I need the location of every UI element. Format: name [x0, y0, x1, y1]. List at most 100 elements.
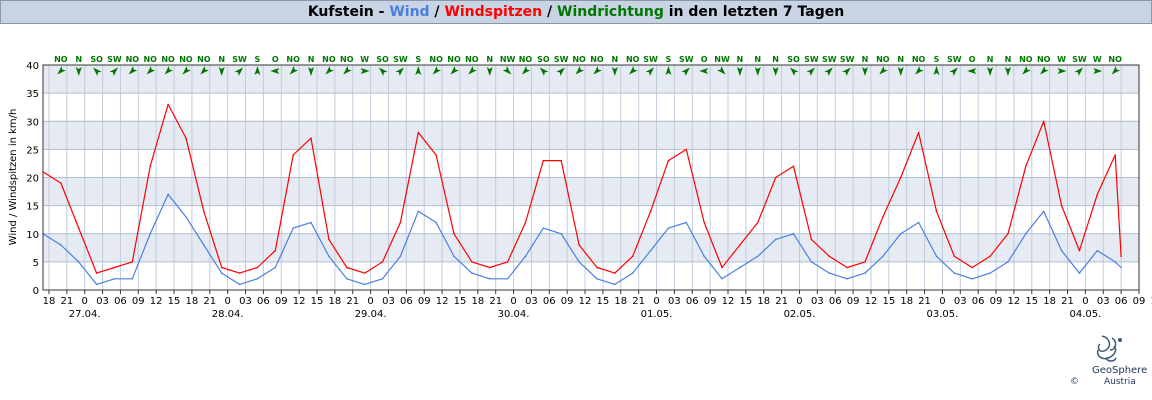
title-direction: Windrichtung [557, 4, 664, 20]
point-0-23 [453, 232, 455, 235]
x-tick-42: 0 [796, 296, 802, 307]
direction-arrow-6 [164, 66, 174, 75]
point-1-33 [631, 272, 634, 274]
point-1-39 [739, 266, 741, 269]
direction-arrow-26 [521, 66, 531, 75]
series-lines [42, 103, 1122, 286]
x-tick-50: 0 [939, 296, 945, 307]
point-0-52 [971, 266, 974, 269]
point-0-15 [310, 137, 312, 139]
point-0-22 [435, 154, 437, 156]
direction-label-37: NW [714, 55, 730, 64]
y-tick-6: 30 [26, 117, 39, 128]
point-1-35 [667, 227, 670, 229]
direction-label-46: NO [876, 55, 890, 64]
point-0-26 [506, 261, 509, 263]
x-tick-7: 15 [168, 296, 181, 307]
x-tick-33: 21 [632, 296, 645, 307]
x-tick-58: 0 [1082, 296, 1088, 307]
direction-label-48: NO [912, 55, 926, 64]
x-tick-62: 12 [1151, 296, 1152, 307]
x-tick-45: 09 [847, 296, 860, 307]
point-1-28 [542, 227, 545, 229]
title-part-1: Kufstein - [307, 4, 390, 20]
x-tick-3: 03 [96, 296, 109, 307]
point-0-3 [95, 272, 98, 274]
point-0-11 [238, 272, 241, 274]
point-1-3 [95, 283, 98, 286]
point-1-26 [506, 277, 509, 280]
point-0-34 [649, 210, 652, 213]
direction-label-33: SW [643, 55, 658, 64]
point-0-38 [721, 266, 723, 269]
point-1-59 [1096, 249, 1099, 252]
direction-arrow-42 [806, 67, 815, 76]
point-0-51 [953, 255, 956, 258]
direction-arrow-56 [1057, 68, 1067, 74]
x-tick-30: 12 [579, 296, 592, 307]
x-tick-2: 0 [82, 296, 88, 307]
direction-arrow-1 [75, 67, 82, 76]
point-1-45 [846, 277, 848, 280]
date-label-0: 27.04. [69, 309, 101, 320]
direction-arrow-5 [146, 66, 156, 75]
point-1-10 [220, 272, 223, 274]
point-1-31 [596, 277, 598, 280]
point-0-25 [488, 266, 491, 269]
point-0-6 [149, 165, 152, 168]
point-1-36 [685, 221, 688, 224]
x-tick-46: 12 [865, 296, 878, 307]
y-tick-3: 15 [26, 202, 39, 213]
x-tick-27: 03 [525, 296, 538, 307]
point-0-4 [113, 266, 116, 269]
direction-label-57: SW [1072, 55, 1087, 64]
direction-arrow-33 [645, 67, 655, 76]
point-0-49 [917, 131, 920, 134]
point-0-21 [417, 131, 420, 134]
direction-label-7: NO [179, 55, 193, 64]
point-0-40 [756, 221, 759, 224]
direction-label-50: SW [947, 55, 962, 64]
x-tick-35: 03 [668, 296, 681, 307]
series-line-1 [42, 193, 1122, 285]
direction-label-45: N [862, 55, 869, 64]
x-tick-0: 18 [43, 296, 56, 307]
point-1-34 [649, 249, 652, 252]
direction-arrow-30 [593, 66, 602, 75]
point-0-58 [1078, 249, 1081, 252]
point-1-61 [1120, 266, 1122, 269]
point-0-37 [703, 221, 705, 224]
x-tick-26: 0 [510, 296, 516, 307]
plot-frame [42, 64, 1140, 291]
x-tick-24: 18 [471, 296, 484, 307]
point-1-29 [560, 232, 563, 235]
y-tick-2: 10 [26, 230, 39, 241]
x-tick-57: 21 [1061, 296, 1074, 307]
direction-arrow-49 [933, 66, 940, 75]
title-sep-2: / [542, 4, 557, 20]
direction-label-53: N [1005, 55, 1012, 64]
title-gust: Windspitzen [444, 4, 543, 20]
point-1-37 [703, 255, 705, 258]
x-tick-23: 15 [454, 296, 467, 307]
x-tick-38: 12 [722, 296, 735, 307]
x-tick-53: 09 [990, 296, 1003, 307]
direction-label-6: NO [161, 55, 175, 64]
direction-label-38: N [737, 55, 744, 64]
x-tick-52: 06 [972, 296, 985, 307]
direction-arrow-20 [415, 66, 422, 75]
point-0-20 [399, 221, 402, 224]
direction-arrow-50 [949, 67, 958, 76]
point-1-8 [185, 216, 187, 218]
point-1-44 [828, 272, 831, 274]
point-1-22 [435, 221, 437, 224]
point-0-41 [774, 176, 777, 179]
point-0-59 [1096, 193, 1099, 196]
direction-arrow-24 [486, 67, 493, 76]
x-tick-31: 15 [597, 296, 610, 307]
direction-arrow-16 [343, 66, 352, 75]
point-0-57 [1060, 204, 1063, 207]
point-1-48 [899, 232, 902, 235]
point-1-5 [131, 277, 134, 280]
